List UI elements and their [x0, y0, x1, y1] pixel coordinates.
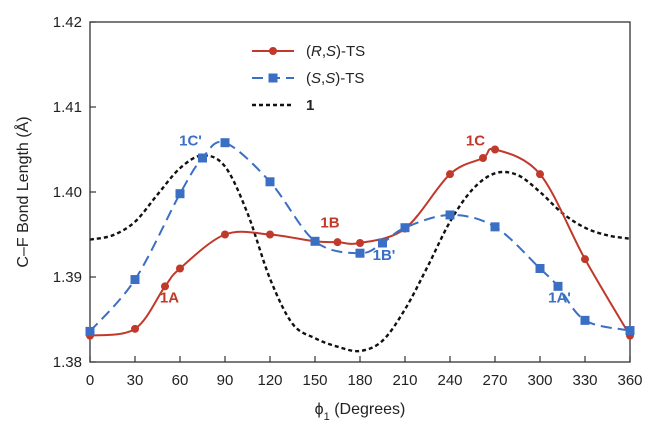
series-rs: [86, 145, 634, 340]
x-tick-label: 180: [347, 372, 372, 389]
data-point-ss: [310, 236, 320, 246]
data-point-rs: [356, 239, 364, 247]
legend-item-rs: (R,S)-TS: [252, 43, 365, 60]
legend-label-part: ,: [322, 43, 326, 60]
x-tick-label: 90: [217, 372, 234, 389]
data-point-rs: [161, 282, 169, 291]
data-point-rs: [479, 154, 487, 162]
data-point-rs: [333, 238, 342, 247]
x-tick-label: 240: [437, 372, 462, 389]
x-tick-label: 60: [172, 372, 189, 389]
x-tick-label: 120: [257, 372, 282, 389]
data-point-ss: [378, 238, 387, 248]
series-ss: [85, 138, 635, 336]
series-one: [89, 154, 631, 353]
legend-marker: [268, 73, 278, 83]
data-point-ss: [625, 326, 635, 336]
legend-label-part: 1: [306, 97, 314, 114]
x-tick-label: 270: [482, 372, 507, 389]
y-tick-label: 1.41: [53, 99, 82, 116]
annotations: 1C' 1C 1B 1B' 1A 1A': [160, 132, 571, 306]
legend-label-part: R: [311, 43, 322, 60]
y-axis-label: C–F Bond Length (Å): [13, 116, 32, 267]
x-tick-label: 300: [527, 372, 552, 389]
x-axis-label-subscript: 1: [324, 411, 330, 423]
series-group: [85, 138, 635, 353]
series-line-ss: [89, 140, 631, 333]
legend-label-part: (: [306, 43, 311, 60]
legend-label-part: )-TS: [336, 43, 365, 60]
series-line-one: [89, 154, 631, 353]
legend-label: (R,S)-TS: [306, 43, 365, 60]
x-tick-label: 30: [127, 372, 144, 389]
series-line-rs: [89, 147, 631, 337]
x-axis-label: ϕ1 (Degrees): [315, 401, 406, 423]
data-point-ss: [580, 315, 590, 325]
data-point-rs: [176, 264, 184, 273]
data-point-ss: [85, 326, 95, 336]
legend-label: 1: [306, 97, 314, 114]
axes: 0 30 60 90 120 150 180 210 240 270 300 330 360 1.38 1.…: [13, 14, 643, 423]
x-tick-label: 210: [392, 372, 417, 389]
legend-marker: [269, 47, 277, 55]
x-tick-label: 0: [86, 372, 94, 389]
data-point-ss: [130, 275, 140, 285]
x-axis-label-symbol: ϕ: [315, 401, 324, 418]
legend-label-part: ,: [321, 70, 325, 87]
y-tick-label: 1.38: [53, 354, 82, 371]
annotation-label: 1A': [548, 290, 571, 307]
annotation-label: 1C: [466, 132, 485, 149]
data-point-ss: [265, 177, 275, 187]
legend-label-part: (: [306, 70, 311, 87]
y-tick-label: 1.39: [53, 269, 82, 286]
y-tick-label: 1.40: [53, 184, 82, 201]
legend-item-ss: (S,S)-TS: [252, 70, 364, 87]
data-point-rs: [221, 230, 229, 239]
annotation-label: 1C': [179, 132, 202, 149]
data-point-rs: [536, 170, 544, 179]
annotation-label: 1B: [320, 215, 339, 232]
x-axis-label-text: (Degrees): [330, 401, 406, 418]
y-tick-label: 1.42: [53, 14, 82, 31]
annotation-label: 1A: [160, 290, 179, 307]
data-point-ss: [445, 210, 455, 220]
data-point-ss: [355, 248, 365, 258]
legend-label-part: S: [311, 70, 321, 87]
data-point-ss: [535, 264, 545, 273]
x-tick-label: 360: [617, 372, 642, 389]
legend-label: (S,S)-TS: [306, 70, 364, 87]
data-point-rs: [266, 230, 274, 239]
data-point-ss: [220, 138, 230, 148]
x-tick-label: 150: [302, 372, 327, 389]
legend-item-one: 1: [252, 97, 314, 114]
legend: (R,S)-TS(S,S)-TS1: [252, 43, 365, 114]
data-point-ss: [553, 281, 563, 291]
data-point-rs: [131, 324, 139, 333]
data-point-ss: [198, 153, 207, 163]
data-point-ss: [400, 223, 410, 233]
legend-label-part: )-TS: [335, 70, 364, 87]
data-point-ss: [175, 189, 185, 199]
legend-label-part: S: [325, 70, 335, 87]
data-point-ss: [490, 222, 500, 232]
legend-label-part: S: [326, 43, 336, 60]
data-point-rs: [446, 170, 454, 179]
annotation-label: 1B': [373, 247, 396, 264]
x-tick-label: 330: [572, 372, 597, 389]
data-point-rs: [491, 145, 499, 154]
data-point-rs: [581, 255, 589, 264]
